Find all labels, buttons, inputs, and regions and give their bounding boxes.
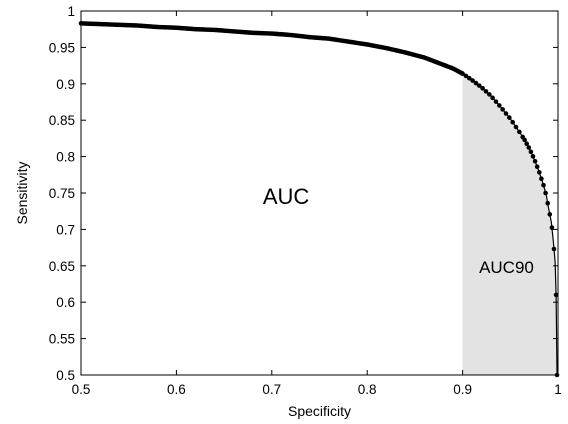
y-tick-label: 0.95 xyxy=(49,40,75,55)
axis-ticks: 0.5 0.6 0.7 0.8 0.9 1 0.5 0.55 0.6 0.65 0.7 0.75 0.8… xyxy=(49,4,562,397)
axis-labels: Specificity Sensitivity xyxy=(14,161,351,419)
auc90-annotation: AUC90 xyxy=(479,258,534,277)
roc-point xyxy=(522,137,527,143)
x-tick-label: 0.9 xyxy=(453,382,472,397)
x-tick-label: 0.7 xyxy=(262,382,281,397)
roc-point xyxy=(532,158,538,164)
roc-point xyxy=(543,190,548,196)
y-axis-label: Sensitivity xyxy=(14,161,30,224)
roc-point xyxy=(487,92,492,97)
x-tick-label: 0.5 xyxy=(72,382,91,397)
roc-point xyxy=(500,107,505,112)
roc-point xyxy=(483,89,489,94)
x-tick-label: 0.6 xyxy=(167,382,186,397)
roc-point xyxy=(530,154,536,159)
y-tick-label: 0.75 xyxy=(49,186,75,201)
roc-point xyxy=(539,176,544,182)
y-tick-label: 0.9 xyxy=(56,77,75,92)
roc-point xyxy=(524,141,530,146)
roc-point xyxy=(551,246,557,252)
roc-point xyxy=(537,170,542,175)
y-tick-label: 0.65 xyxy=(49,259,75,274)
y-tick-label: 0.8 xyxy=(56,150,75,165)
roc-point xyxy=(545,200,550,206)
y-tick-label: 1 xyxy=(67,4,75,19)
roc-point xyxy=(528,149,534,155)
x-tick-label: 0.8 xyxy=(358,382,377,397)
roc-point xyxy=(497,103,502,108)
y-tick-label: 0.55 xyxy=(49,332,75,347)
y-tick-label: 0.85 xyxy=(49,113,75,128)
roc-point xyxy=(547,212,553,217)
x-axis-label: Specificity xyxy=(288,403,351,419)
y-tick-label: 0.5 xyxy=(56,368,75,383)
auc90-shaded-region xyxy=(462,73,558,375)
roc-point xyxy=(510,119,515,125)
roc-point xyxy=(513,124,519,130)
roc-point xyxy=(507,115,512,120)
roc-point xyxy=(526,145,532,150)
roc-point xyxy=(460,71,465,76)
roc-point xyxy=(541,182,546,188)
roc-point xyxy=(554,372,560,378)
roc-point xyxy=(549,225,555,230)
y-tick-label: 0.7 xyxy=(56,222,75,237)
x-tick-label: 1 xyxy=(554,382,562,397)
roc-point xyxy=(476,83,482,88)
roc-point xyxy=(517,129,522,135)
roc-point xyxy=(473,80,479,86)
roc-point xyxy=(490,95,495,101)
auc-annotation: AUC xyxy=(263,184,310,209)
shaded-area xyxy=(462,73,558,375)
roc-point xyxy=(534,164,540,170)
roc-point xyxy=(480,86,485,91)
roc-point xyxy=(470,78,475,83)
y-tick-label: 0.6 xyxy=(56,295,75,310)
roc-point xyxy=(553,292,559,298)
roc-point xyxy=(466,75,472,81)
annotations: AUC AUC90 xyxy=(263,184,534,277)
roc-point xyxy=(463,73,469,79)
roc-point xyxy=(493,99,499,104)
roc-point xyxy=(503,111,509,116)
roc-curve xyxy=(78,21,560,378)
